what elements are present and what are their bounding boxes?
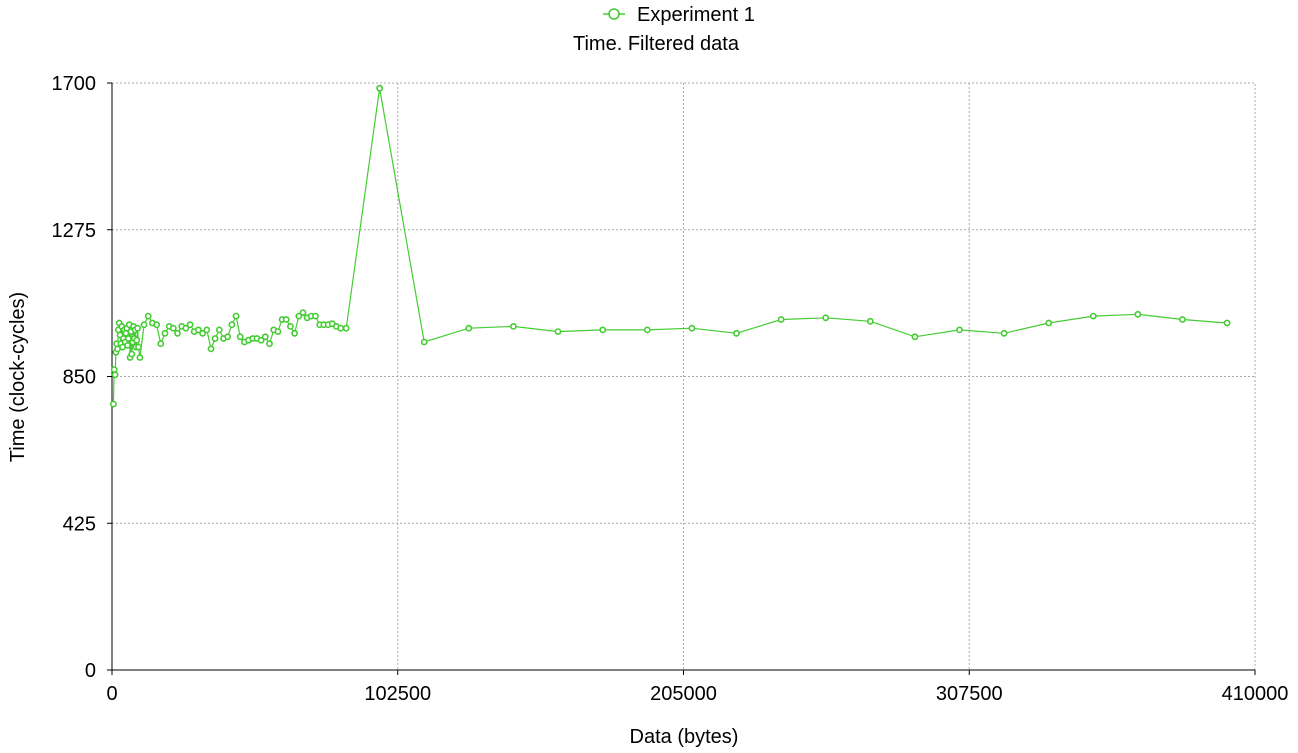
data-point <box>295 312 303 320</box>
data-point <box>282 316 290 323</box>
series-experiment-1 <box>110 84 1231 408</box>
x-axis-label: Data (bytes) <box>630 726 739 748</box>
data-point <box>1045 319 1053 327</box>
data-point <box>261 333 269 341</box>
data-point <box>232 312 240 320</box>
data-point <box>266 340 273 348</box>
y-axis-label: Time (clock-cycles) <box>7 292 29 462</box>
data-point <box>211 335 219 342</box>
data-point <box>286 322 294 330</box>
data-point <box>291 329 298 337</box>
data-point <box>688 324 696 332</box>
data-point <box>153 321 160 329</box>
data-point <box>299 309 307 316</box>
x-tick-label: 205000 <box>650 683 717 705</box>
data-point <box>128 350 136 358</box>
data-point <box>1089 312 1097 320</box>
data-point <box>110 400 117 408</box>
data-point <box>554 328 562 335</box>
legend: Experiment 1 <box>603 4 755 26</box>
data-point <box>420 338 428 346</box>
data-point <box>312 312 319 320</box>
y-tick-label: 425 <box>63 513 96 535</box>
data-point <box>161 329 169 337</box>
x-tick-label: 410000 <box>1222 683 1289 705</box>
data-point <box>1223 319 1231 327</box>
data-point <box>134 324 141 332</box>
data-point <box>186 321 194 329</box>
x-axis-ticks: 0 102500 205000 307500 410000 <box>106 683 1288 705</box>
data-point <box>236 333 244 341</box>
data-point <box>911 333 919 341</box>
axes <box>107 82 1256 675</box>
data-point <box>124 341 131 349</box>
data-point <box>194 326 202 334</box>
data-point <box>376 84 383 92</box>
data-point <box>956 326 963 334</box>
data-point <box>144 312 152 320</box>
data-point <box>157 340 165 348</box>
data-point <box>140 321 148 329</box>
x-tick-label: 102500 <box>364 683 431 705</box>
data-point <box>1134 310 1142 318</box>
data-point <box>110 366 118 373</box>
data-point <box>733 329 740 337</box>
x-tick-label: 307500 <box>936 683 1003 705</box>
y-tick-label: 850 <box>63 367 96 389</box>
data-point <box>228 321 236 329</box>
data-point <box>111 371 119 379</box>
data-point <box>510 322 517 330</box>
grid <box>111 82 1256 671</box>
data-point <box>822 314 830 322</box>
data-point <box>643 326 651 334</box>
data-point <box>1000 329 1008 337</box>
data-point <box>257 336 265 344</box>
y-tick-label: 0 <box>85 660 96 682</box>
data-point <box>777 316 785 323</box>
data-point <box>866 317 874 325</box>
data-point <box>174 329 181 337</box>
data-point <box>1179 316 1186 323</box>
data-point <box>169 324 177 332</box>
y-axis-ticks: 0 425 850 1275 1700 <box>52 73 97 682</box>
data-point <box>203 326 211 334</box>
data-point <box>342 324 350 332</box>
data-point <box>207 345 215 353</box>
x-tick-label: 0 <box>106 683 117 705</box>
series-line <box>112 88 1228 405</box>
data-point <box>599 326 607 334</box>
data-point <box>135 343 142 351</box>
data-point <box>136 354 144 361</box>
chart-title: Time. Filtered data <box>573 33 740 55</box>
legend-circle-icon <box>608 8 620 20</box>
data-point <box>274 328 282 335</box>
y-tick-label: 1275 <box>52 220 97 242</box>
data-point <box>199 329 206 337</box>
y-tick-label: 1700 <box>52 73 97 95</box>
data-point <box>337 324 344 332</box>
data-point <box>133 336 141 344</box>
data-point <box>182 324 190 332</box>
data-point <box>465 324 473 332</box>
data-point <box>224 333 232 341</box>
data-point <box>215 326 223 334</box>
legend-entry-experiment-1: Experiment 1 <box>637 4 755 26</box>
